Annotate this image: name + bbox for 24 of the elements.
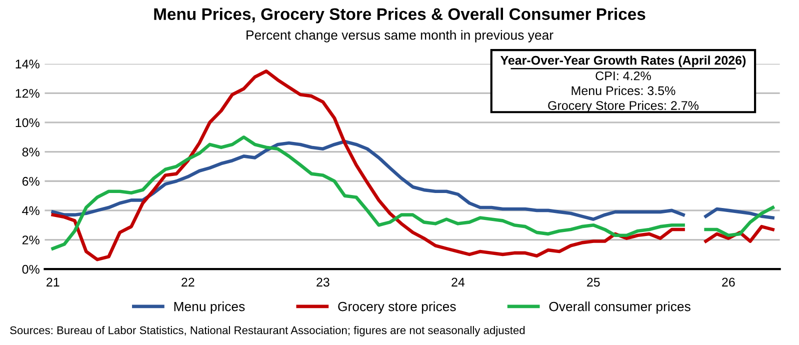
legend-label: Menu prices <box>174 302 245 314</box>
annotation: Menu Prices: 3.5% <box>572 86 676 96</box>
y-tick-label: 6% <box>22 176 40 186</box>
y-tick-label: 4% <box>22 206 40 216</box>
y-tick-label: 2% <box>22 236 40 244</box>
chart-title: Menu Prices, Grocery Store Prices & Overall Consumer Prices <box>154 8 646 24</box>
y-tick-label: 14% <box>16 60 40 68</box>
x-tick-label: 21 <box>46 278 60 286</box>
y-tick-label: 12% <box>16 88 40 98</box>
annotation: CPI: 4.2% <box>596 71 651 80</box>
source-note: Sources: Bureau of Labor Statistics, National Restaurant Association; figures are not seasonally adjusted <box>10 326 525 336</box>
x-tick-label: 26 <box>722 278 735 287</box>
y-tick-label: 8% <box>22 148 40 156</box>
legend-label: Overall consumer prices <box>549 302 690 314</box>
y-tick-label: 10% <box>16 118 40 128</box>
chart-subtitle: Percent change versus same month in previous year <box>246 30 554 42</box>
x-tick-label: 25 <box>587 278 600 287</box>
annotation: Year-Over-Year Growth Rates (April 2026) <box>500 56 746 68</box>
legend-label: Grocery store prices <box>338 302 456 314</box>
y-tick-label: 0% <box>22 264 40 274</box>
annotation: Grocery Store Prices: 2.7% <box>548 100 698 112</box>
x-tick-label: 24 <box>452 278 465 286</box>
x-tick-label: 22 <box>182 278 194 286</box>
x-tick-label: 23 <box>316 278 330 287</box>
